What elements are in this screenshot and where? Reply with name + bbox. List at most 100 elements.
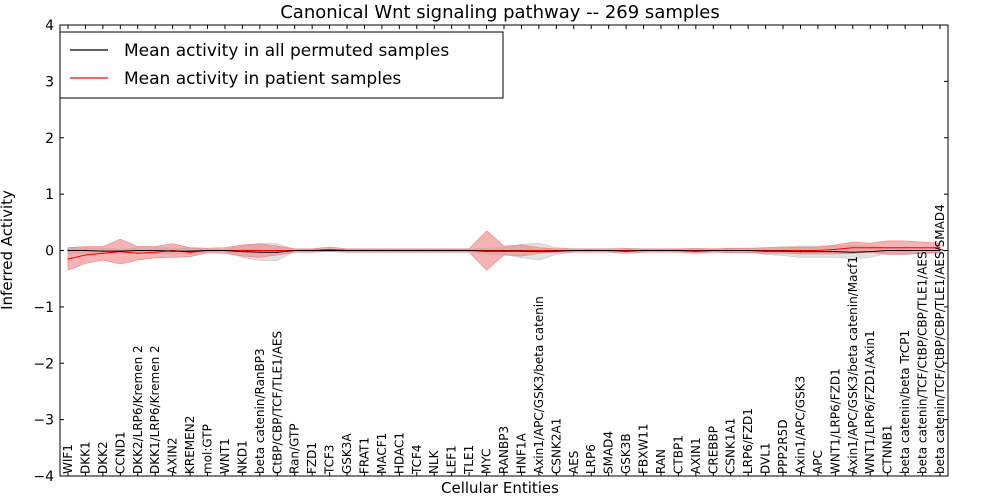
point-series-0-35 xyxy=(677,249,680,252)
point-series-0-48 xyxy=(904,249,906,252)
point-series-1-0 xyxy=(67,258,69,260)
point-series-0-25 xyxy=(503,250,505,252)
xtick-label-15: TCF3 xyxy=(323,444,337,475)
xtick-label-50: beta catenin/TCF/CtBP/CBP/TLE1/AES/SMAD4 xyxy=(933,204,947,474)
point-series-0-6 xyxy=(172,250,174,252)
point-series-0-21 xyxy=(433,249,435,252)
legend-label-permuted: Mean activity in all permuted samples xyxy=(124,41,449,61)
xtick-label-11: beta catenin/RanBP3 xyxy=(253,348,267,474)
point-series-0-16 xyxy=(346,249,348,252)
point-series-1-43 xyxy=(817,249,819,252)
point-series-0-49 xyxy=(922,249,924,252)
x-axis-label: Cellular Entities xyxy=(441,479,559,497)
ytick-label-4: 0 xyxy=(45,244,54,260)
xtick-label-2: DKK2 xyxy=(96,441,110,474)
point-series-0-40 xyxy=(765,250,767,252)
point-series-0-41 xyxy=(782,250,784,252)
point-series-0-44 xyxy=(834,251,837,253)
xtick-label-30: LRP6 xyxy=(584,444,598,474)
xtick-label-35: CTBP1 xyxy=(671,435,685,474)
point-series-0-24 xyxy=(486,250,488,252)
point-series-0-26 xyxy=(520,250,523,252)
point-series-0-22 xyxy=(451,249,453,252)
point-series-1-45 xyxy=(852,247,854,249)
xtick-label-4: DKK2/LRP6/Kremen 2 xyxy=(131,345,145,474)
xtick-label-26: HNF1A xyxy=(514,432,528,474)
point-series-0-11 xyxy=(259,251,261,253)
xtick-label-36: AXIN1 xyxy=(689,437,703,474)
legend-label-patient: Mean activity in patient samples xyxy=(124,69,401,89)
point-series-0-18 xyxy=(381,249,383,252)
y-ticks: −4 −3 −2 −1 0 1 2 3 4 xyxy=(33,18,948,485)
xtick-label-34: RAN xyxy=(654,449,668,474)
point-series-0-33 xyxy=(642,249,645,252)
point-series-1-11 xyxy=(259,249,261,252)
ytick-label-5: 1 xyxy=(45,187,54,203)
xtick-label-9: WNT1 xyxy=(218,438,232,474)
ytick-label-6: 2 xyxy=(45,131,54,147)
point-series-1-4 xyxy=(137,252,139,254)
point-series-0-38 xyxy=(730,249,732,252)
point-series-1-50 xyxy=(939,247,941,249)
xtick-label-45: Axin1/APC/GSK3/beta catenin/Macf1 xyxy=(846,256,860,474)
point-series-0-34 xyxy=(660,249,662,252)
point-series-1-7 xyxy=(189,251,191,253)
xtick-label-24: MYC xyxy=(480,449,494,474)
point-series-0-23 xyxy=(468,249,470,252)
xtick-label-38: CSNK1A1 xyxy=(724,418,738,474)
point-series-0-19 xyxy=(398,249,400,252)
xtick-label-44: WNT1/LRP6/FZD1 xyxy=(828,368,842,474)
xtick-label-32: GSK3B xyxy=(619,433,633,474)
xtick-label-42: Axin1/APC/GSK3 xyxy=(794,376,808,474)
xtick-label-48: beta catenin/beta TrCP1 xyxy=(898,330,912,474)
ytick-label-3: −1 xyxy=(33,300,54,316)
xtick-label-20: TCF4 xyxy=(410,444,424,475)
point-series-0-1 xyxy=(84,249,86,252)
point-series-1-27 xyxy=(538,249,540,252)
point-series-0-14 xyxy=(311,249,313,252)
point-series-1-42 xyxy=(799,249,802,252)
point-series-0-42 xyxy=(799,251,802,253)
xtick-label-14: FZD1 xyxy=(305,442,319,474)
xtick-label-27: Axin1/APC/GSK3/beta catenin xyxy=(532,296,546,474)
xtick-label-41: PPP2R5D xyxy=(776,419,790,474)
point-series-0-8 xyxy=(206,249,209,252)
xtick-label-18: MACF1 xyxy=(375,433,389,474)
point-series-0-43 xyxy=(817,251,819,253)
xtick-label-0: WIF1 xyxy=(61,444,75,474)
point-series-0-37 xyxy=(712,249,714,252)
xtick-label-10: NKD1 xyxy=(235,440,249,474)
point-series-1-47 xyxy=(887,247,889,249)
xtick-label-17: FRAT1 xyxy=(358,437,372,474)
point-series-1-10 xyxy=(241,249,243,252)
xtick-label-19: HDAC1 xyxy=(392,432,406,474)
point-series-0-50 xyxy=(939,249,941,252)
chart-title: Canonical Wnt signaling pathway -- 269 s… xyxy=(280,2,720,23)
point-series-1-48 xyxy=(904,247,906,249)
ytick-label-2: −2 xyxy=(33,356,54,372)
xtick-label-8: mol:GTP xyxy=(201,424,215,474)
point-series-0-30 xyxy=(590,249,592,252)
legend-box xyxy=(59,31,504,99)
xtick-label-39: LRP6/FZD1 xyxy=(741,408,755,474)
ytick-label-8: 4 xyxy=(45,18,54,34)
xtick-label-13: Ran/GTP xyxy=(288,423,302,474)
point-series-0-28 xyxy=(555,250,557,252)
xtick-label-25: RANBP3 xyxy=(497,426,511,474)
point-series-0-31 xyxy=(608,249,610,252)
xtick-label-23: TLE1 xyxy=(462,445,476,475)
point-series-0-0 xyxy=(67,249,69,252)
line-layer xyxy=(67,247,941,260)
point-series-0-2 xyxy=(102,250,104,252)
xtick-label-37: CREBBP xyxy=(706,426,720,474)
ytick-label-1: −3 xyxy=(33,413,54,429)
point-series-1-44 xyxy=(834,248,837,250)
xtick-label-28: CSNK2A1 xyxy=(549,418,563,474)
xtick-label-3: CCND1 xyxy=(113,431,127,474)
point-series-0-9 xyxy=(224,249,226,252)
xtick-label-21: NLK xyxy=(427,449,441,474)
xtick-label-40: DVL1 xyxy=(759,442,773,474)
point-series-1-5 xyxy=(154,251,156,253)
point-series-0-12 xyxy=(276,251,278,253)
